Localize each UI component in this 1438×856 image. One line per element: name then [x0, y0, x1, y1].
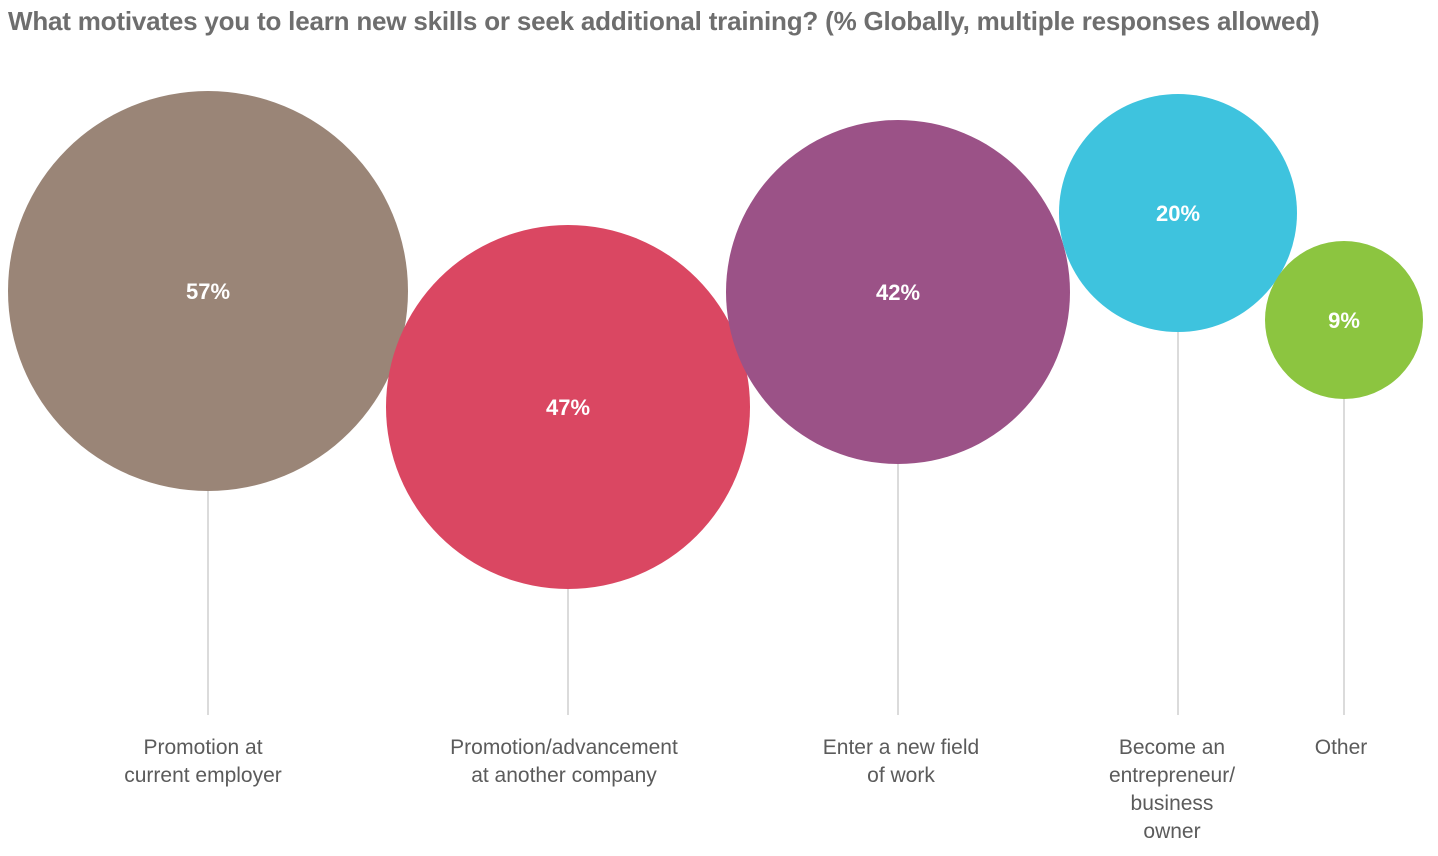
bubble-become-an-entrepreneur-business-owner [1059, 94, 1297, 332]
bubble-enter-a-new-field-of-work [726, 120, 1070, 464]
bubble-other [1265, 241, 1423, 399]
chart-title: What motivates you to learn new skills o… [8, 6, 1320, 36]
category-label-enter-a-new-field-of-work: Enter a new field of work [823, 736, 979, 787]
value-label-promotion-at-current-employer: 57% [186, 279, 230, 304]
value-label-promotion-advancement-at-another-company: 47% [546, 395, 590, 420]
bubble-promotion-at-current-employer [8, 91, 408, 491]
category-label-promotion-at-current-employer: Promotion at current employer [124, 736, 282, 787]
bubble-promotion-advancement-at-another-company [386, 225, 750, 589]
value-label-enter-a-new-field-of-work: 42% [876, 280, 920, 305]
category-label-become-an-entrepreneur-business-owner: Become an entrepreneur/business owner [1109, 736, 1235, 843]
category-label-promotion-advancement-at-another-company: Promotion/advancement at another company [450, 736, 678, 787]
value-label-other: 9% [1328, 308, 1360, 333]
category-label-other: Other [1315, 736, 1368, 759]
value-label-become-an-entrepreneur-business-owner: 20% [1156, 201, 1200, 226]
